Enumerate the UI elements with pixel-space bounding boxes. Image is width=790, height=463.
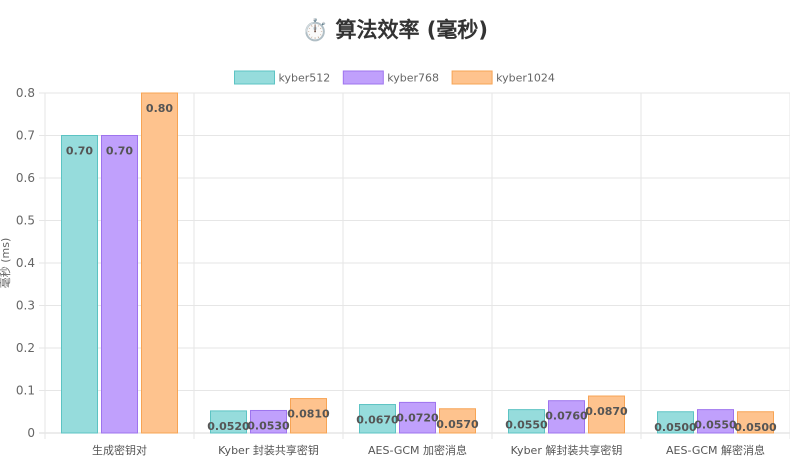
bar-value-label: 0.0760 (545, 410, 588, 423)
bar-kyber1024[interactable] (141, 92, 178, 434)
bar-value-label: 0.0570 (436, 418, 479, 431)
bar-value-label: 0.70 (106, 145, 133, 158)
bar-value-label: 0.0530 (247, 419, 290, 432)
legend-swatch (234, 70, 275, 85)
legend-item-kyber768[interactable]: kyber768 (342, 70, 439, 85)
bar-value-label: 0.0720 (396, 411, 439, 424)
bar-kyber512[interactable] (657, 411, 694, 434)
legend-label: kyber1024 (496, 72, 555, 85)
x-tick-label: Kyber 封装共享密钥 (218, 443, 319, 457)
bar-kyber1024[interactable] (439, 408, 476, 434)
bars (61, 92, 774, 434)
bar-kyber512[interactable] (61, 135, 98, 434)
bar-kyber768[interactable] (697, 409, 734, 434)
bar-value-label: 0.0550 (505, 419, 548, 432)
bar-kyber512[interactable] (210, 410, 247, 434)
x-axis-ticks: 生成密钥对 Kyber 封装共享密钥 AES-GCM 加密消息 Kyber 解封装共享… (92, 443, 765, 457)
bar-kyber768[interactable] (399, 401, 436, 434)
legend[interactable]: kyber512 kyber768 kyber1024 (234, 70, 555, 85)
x-tick-label: AES-GCM 解密消息 (666, 443, 765, 457)
y-tick-label: 0.4 (16, 256, 35, 270)
bar-value-label: 0.0500 (654, 421, 697, 434)
bar-kyber1024[interactable] (737, 411, 774, 434)
bar-value-label: 0.0870 (585, 405, 628, 418)
chart-title: ⏱️ 算法效率 (毫秒) (302, 17, 488, 42)
y-tick-label: 0.7 (16, 129, 35, 143)
bar-value-label: 0.0810 (287, 408, 330, 421)
legend-item-kyber512[interactable]: kyber512 (234, 70, 331, 85)
bar-kyber768[interactable] (250, 409, 287, 434)
x-tick-label: Kyber 解封装共享密钥 (511, 443, 623, 457)
bar-kyber1024[interactable] (290, 398, 327, 434)
y-axis-ticks: 0 0.1 0.2 0.3 0.4 0.5 0.6 0.7 0.8 (16, 86, 35, 440)
legend-item-kyber1024[interactable]: kyber1024 (451, 70, 555, 85)
legend-swatch (342, 70, 384, 85)
bar-value-label: 0.0520 (207, 420, 250, 433)
bar-kyber512[interactable] (359, 404, 396, 434)
bar-value-label: 0.0550 (694, 419, 737, 432)
bar-kyber768[interactable] (548, 400, 585, 434)
bar-value-label: 0.0500 (734, 421, 777, 434)
bar-kyber1024[interactable] (588, 395, 625, 434)
legend-swatch (451, 70, 493, 85)
y-tick-label: 0.5 (16, 214, 35, 228)
y-tick-label: 0 (27, 426, 35, 440)
bar-kyber512[interactable] (508, 409, 545, 434)
bar-value-label: 0.80 (146, 102, 173, 115)
y-tick-label: 0.8 (16, 86, 35, 100)
x-tick-label: AES-GCM 加密消息 (368, 443, 467, 457)
y-tick-label: 0.2 (16, 341, 35, 355)
x-tick-label: 生成密钥对 (92, 443, 147, 457)
bar-value-label: 0.70 (66, 145, 93, 158)
y-tick-label: 0.1 (16, 384, 35, 398)
legend-label: kyber512 (279, 72, 331, 85)
bar-kyber768[interactable] (101, 135, 138, 434)
legend-label: kyber768 (387, 72, 439, 85)
y-tick-label: 0.3 (16, 299, 35, 313)
y-axis-label: 毫秒 (ms) (0, 238, 12, 289)
y-tick-label: 0.6 (16, 171, 35, 185)
bar-value-label: 0.0670 (356, 414, 399, 427)
